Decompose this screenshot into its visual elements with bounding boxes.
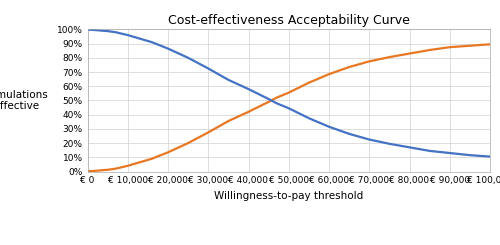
AVA+CYC/RTX — [487, 43, 493, 46]
AVA+CYC/RTX — [366, 60, 372, 63]
CYC/RTX+GC — [96, 29, 102, 32]
AVA+CYC/RTX — [165, 151, 171, 154]
AVA+CYC/RTX — [100, 169, 106, 171]
AVA+CYC/RTX — [96, 169, 102, 172]
AVA+CYC/RTX — [406, 52, 412, 55]
CYC/RTX+GC — [447, 152, 453, 155]
Title: Cost-effectiveness Acceptability Curve: Cost-effectiveness Acceptability Curve — [168, 14, 410, 27]
AVA+CYC/RTX — [467, 44, 473, 47]
CYC/RTX+GC — [266, 98, 272, 100]
CYC/RTX+GC — [346, 132, 352, 135]
CYC/RTX+GC — [185, 56, 191, 59]
AVA+CYC/RTX — [84, 170, 90, 173]
CYC/RTX+GC — [226, 78, 232, 81]
AVA+CYC/RTX — [346, 66, 352, 69]
AVA+CYC/RTX — [386, 56, 392, 59]
CYC/RTX+GC — [100, 29, 106, 32]
AVA+CYC/RTX — [125, 164, 131, 167]
AVA+CYC/RTX — [112, 167, 118, 170]
CYC/RTX+GC — [467, 154, 473, 157]
Line: CYC/RTX+GC: CYC/RTX+GC — [88, 30, 490, 157]
AVA+CYC/RTX — [88, 170, 94, 172]
CYC/RTX+GC — [426, 149, 432, 152]
AVA+CYC/RTX — [205, 131, 211, 134]
CYC/RTX+GC — [386, 142, 392, 145]
CYC/RTX+GC — [165, 47, 171, 50]
CYC/RTX+GC — [104, 30, 110, 33]
CYC/RTX+GC — [205, 67, 211, 70]
AVA+CYC/RTX — [266, 100, 272, 103]
AVA+CYC/RTX — [104, 168, 110, 171]
CYC/RTX+GC — [92, 29, 98, 32]
CYC/RTX+GC — [149, 41, 155, 44]
CYC/RTX+GC — [326, 125, 332, 128]
CYC/RTX+GC — [487, 155, 493, 158]
AVA+CYC/RTX — [137, 161, 143, 164]
AVA+CYC/RTX — [286, 91, 292, 94]
CYC/RTX+GC — [286, 107, 292, 110]
AVA+CYC/RTX — [246, 110, 252, 113]
Line: AVA+CYC/RTX: AVA+CYC/RTX — [88, 44, 490, 171]
AVA+CYC/RTX — [185, 142, 191, 145]
X-axis label: Willingness-to-pay threshold: Willingness-to-pay threshold — [214, 191, 364, 201]
CYC/RTX+GC — [246, 88, 252, 91]
CYC/RTX+GC — [137, 37, 143, 40]
AVA+CYC/RTX — [274, 96, 280, 99]
Y-axis label: % of simulations
cost-effective: % of simulations cost-effective — [0, 90, 48, 111]
CYC/RTX+GC — [84, 28, 90, 31]
CYC/RTX+GC — [406, 146, 412, 149]
AVA+CYC/RTX — [92, 169, 98, 172]
CYC/RTX+GC — [306, 117, 312, 120]
CYC/RTX+GC — [125, 34, 131, 37]
CYC/RTX+GC — [366, 138, 372, 141]
CYC/RTX+GC — [274, 102, 280, 105]
AVA+CYC/RTX — [426, 49, 432, 51]
AVA+CYC/RTX — [326, 73, 332, 76]
CYC/RTX+GC — [112, 31, 118, 34]
AVA+CYC/RTX — [447, 46, 453, 49]
AVA+CYC/RTX — [306, 81, 312, 84]
AVA+CYC/RTX — [226, 120, 232, 122]
CYC/RTX+GC — [88, 28, 94, 31]
AVA+CYC/RTX — [149, 157, 155, 160]
